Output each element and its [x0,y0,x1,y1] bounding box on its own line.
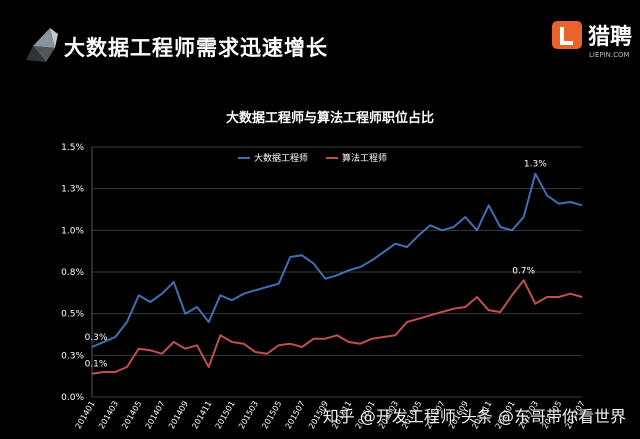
y-tick-label: 0.8% [61,268,84,278]
y-tick-label: 1.0% [61,226,84,236]
chart-title: 大数据工程师与算法工程师职位占比 [226,110,434,126]
diamond-logo-icon [26,28,58,62]
x-tick-label: 201401 [74,400,97,431]
x-tick-label: 201501 [214,400,237,431]
legend-label: 大数据工程师 [254,152,308,164]
x-tick-label: 201407 [144,400,167,431]
data-labels: 0.3% 1.3% 0.1% 0.7% [85,160,548,370]
logo-text: 猎聘 [588,25,632,50]
x-tick-label: 201505 [260,400,283,431]
header-graphics: 猎聘 LIEPIN.COM [26,21,632,62]
x-tick-label: 201409 [167,400,190,431]
y-tick-label: 1.5% [61,143,84,153]
y-tick-label: 0.5% [61,310,84,320]
grid [91,146,582,398]
data-label: 0.3% [85,333,108,343]
x-tick-label: 201507 [284,400,307,431]
series-line-1 [91,279,583,375]
y-tick-label: 1.3% [61,185,84,195]
x-tick-label: 201411 [190,400,213,431]
series-line-0 [91,172,583,348]
y-axis: 0.0% 0.3% 0.5% 0.8% 1.0% 1.3% 1.5% [61,143,84,403]
legend-label: 算法工程师 [342,152,387,164]
liepin-logo: 猎聘 LIEPIN.COM [552,21,632,59]
slide-header: 猎聘 LIEPIN.COM 大数据工程师需求迅速增长 [0,0,640,80]
x-tick-label: 201405 [120,400,143,431]
data-label: 0.7% [512,266,535,276]
legend: 大数据工程师 算法工程师 [238,152,387,164]
x-tick-label: 201403 [97,400,120,431]
y-tick-label: 0.3% [61,351,84,361]
data-label: 1.3% [524,160,547,170]
x-tick-label: 201503 [237,400,260,431]
slide-title: 大数据工程师需求迅速增长 [64,36,328,60]
data-label: 0.1% [85,360,108,370]
watermark: 知乎 @开发工程师 头条 @东哥带你看世界 [322,407,626,426]
liepin-L-icon [552,21,582,49]
logo-subtext: LIEPIN.COM [589,51,630,59]
y-tick-label: 0.0% [61,393,84,403]
series-lines [91,172,583,375]
